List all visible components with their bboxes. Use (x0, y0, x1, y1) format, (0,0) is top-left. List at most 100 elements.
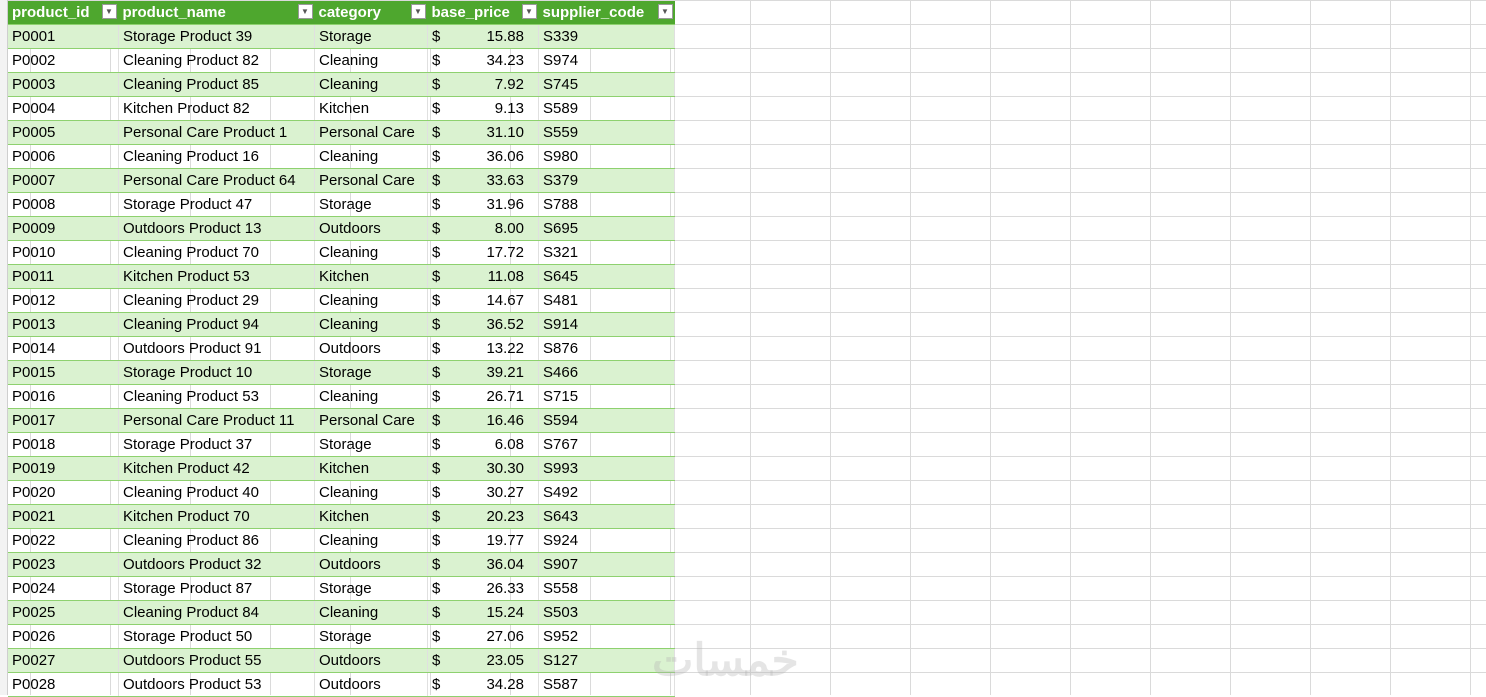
filter-dropdown-icon[interactable]: ▼ (410, 4, 426, 19)
cell-supplier_code[interactable]: S558 (538, 576, 675, 601)
cell-product_name[interactable]: Kitchen Product 82 (118, 96, 315, 121)
cell-base_price[interactable]: $17.72 (427, 240, 539, 265)
cell-product_name[interactable]: Cleaning Product 29 (118, 288, 315, 313)
cell-category[interactable]: Cleaning (314, 72, 428, 97)
cell-category[interactable]: Cleaning (314, 480, 428, 505)
cell-supplier_code[interactable]: S695 (538, 216, 675, 241)
cell-base_price[interactable]: $19.77 (427, 528, 539, 553)
cell-base_price[interactable]: $8.00 (427, 216, 539, 241)
cell-category[interactable]: Cleaning (314, 144, 428, 169)
cell-category[interactable]: Cleaning (314, 288, 428, 313)
cell-supplier_code[interactable]: S379 (538, 168, 675, 193)
cell-product_name[interactable]: Storage Product 10 (118, 360, 315, 385)
cell-product_name[interactable]: Cleaning Product 16 (118, 144, 315, 169)
cell-supplier_code[interactable]: S914 (538, 312, 675, 337)
cell-product_name[interactable]: Cleaning Product 85 (118, 72, 315, 97)
filter-dropdown-icon[interactable]: ▼ (657, 4, 673, 19)
cell-product_id[interactable]: P0026 (8, 624, 119, 649)
cell-supplier_code[interactable]: S767 (538, 432, 675, 457)
cell-product_id[interactable]: P0028 (8, 672, 119, 697)
cell-category[interactable]: Storage (314, 192, 428, 217)
cell-product_id[interactable]: P0015 (8, 360, 119, 385)
cell-product_id[interactable]: P0027 (8, 648, 119, 673)
cell-base_price[interactable]: $26.33 (427, 576, 539, 601)
cell-supplier_code[interactable]: S980 (538, 144, 675, 169)
cell-product_id[interactable]: P0001 (8, 24, 119, 49)
cell-category[interactable]: Personal Care (314, 168, 428, 193)
cell-product_name[interactable]: Outdoors Product 13 (118, 216, 315, 241)
cell-category[interactable]: Outdoors (314, 672, 428, 697)
cell-base_price[interactable]: $36.04 (427, 552, 539, 577)
cell-base_price[interactable]: $15.24 (427, 600, 539, 625)
cell-supplier_code[interactable]: S643 (538, 504, 675, 529)
cell-product_id[interactable]: P0013 (8, 312, 119, 337)
cell-category[interactable]: Cleaning (314, 384, 428, 409)
cell-base_price[interactable]: $30.27 (427, 480, 539, 505)
cell-base_price[interactable]: $34.28 (427, 672, 539, 697)
cell-category[interactable]: Storage (314, 576, 428, 601)
cell-product_name[interactable]: Cleaning Product 40 (118, 480, 315, 505)
cell-supplier_code[interactable]: S339 (538, 24, 675, 49)
cell-base_price[interactable]: $11.08 (427, 264, 539, 289)
cell-category[interactable]: Cleaning (314, 528, 428, 553)
cell-supplier_code[interactable]: S952 (538, 624, 675, 649)
cell-product_name[interactable]: Kitchen Product 70 (118, 504, 315, 529)
cell-supplier_code[interactable]: S127 (538, 648, 675, 673)
cell-supplier_code[interactable]: S594 (538, 408, 675, 433)
cell-category[interactable]: Cleaning (314, 600, 428, 625)
filter-dropdown-icon[interactable]: ▼ (101, 4, 117, 19)
cell-base_price[interactable]: $6.08 (427, 432, 539, 457)
cell-base_price[interactable]: $33.63 (427, 168, 539, 193)
cell-supplier_code[interactable]: S481 (538, 288, 675, 313)
cell-category[interactable]: Kitchen (314, 456, 428, 481)
cell-product_id[interactable]: P0002 (8, 48, 119, 73)
cell-supplier_code[interactable]: S788 (538, 192, 675, 217)
cell-product_id[interactable]: P0025 (8, 600, 119, 625)
cell-category[interactable]: Outdoors (314, 216, 428, 241)
cell-product_id[interactable]: P0019 (8, 456, 119, 481)
column-header-product_name[interactable]: product_name ▼ (118, 1, 315, 25)
cell-base_price[interactable]: $27.06 (427, 624, 539, 649)
cell-category[interactable]: Cleaning (314, 48, 428, 73)
cell-supplier_code[interactable]: S907 (538, 552, 675, 577)
cell-supplier_code[interactable]: S993 (538, 456, 675, 481)
cell-product_name[interactable]: Cleaning Product 82 (118, 48, 315, 73)
cell-product_name[interactable]: Kitchen Product 53 (118, 264, 315, 289)
cell-product_name[interactable]: Personal Care Product 11 (118, 408, 315, 433)
cell-base_price[interactable]: $14.67 (427, 288, 539, 313)
cell-product_name[interactable]: Kitchen Product 42 (118, 456, 315, 481)
cell-category[interactable]: Cleaning (314, 240, 428, 265)
cell-product_id[interactable]: P0021 (8, 504, 119, 529)
cell-product_name[interactable]: Cleaning Product 53 (118, 384, 315, 409)
cell-base_price[interactable]: $20.23 (427, 504, 539, 529)
cell-product_name[interactable]: Cleaning Product 84 (118, 600, 315, 625)
cell-base_price[interactable]: $36.06 (427, 144, 539, 169)
cell-product_id[interactable]: P0012 (8, 288, 119, 313)
cell-category[interactable]: Kitchen (314, 264, 428, 289)
cell-category[interactable]: Personal Care (314, 120, 428, 145)
cell-product_name[interactable]: Cleaning Product 94 (118, 312, 315, 337)
cell-supplier_code[interactable]: S876 (538, 336, 675, 361)
cell-supplier_code[interactable]: S745 (538, 72, 675, 97)
cell-category[interactable]: Kitchen (314, 96, 428, 121)
cell-base_price[interactable]: $26.71 (427, 384, 539, 409)
cell-product_id[interactable]: P0003 (8, 72, 119, 97)
cell-base_price[interactable]: $39.21 (427, 360, 539, 385)
cell-product_id[interactable]: P0014 (8, 336, 119, 361)
cell-supplier_code[interactable]: S924 (538, 528, 675, 553)
cell-supplier_code[interactable]: S587 (538, 672, 675, 697)
cell-supplier_code[interactable]: S466 (538, 360, 675, 385)
cell-product_id[interactable]: P0011 (8, 264, 119, 289)
cell-supplier_code[interactable]: S589 (538, 96, 675, 121)
cell-category[interactable]: Outdoors (314, 336, 428, 361)
cell-product_id[interactable]: P0005 (8, 120, 119, 145)
cell-product_id[interactable]: P0024 (8, 576, 119, 601)
cell-base_price[interactable]: $36.52 (427, 312, 539, 337)
cell-product_name[interactable]: Personal Care Product 1 (118, 120, 315, 145)
cell-product_id[interactable]: P0020 (8, 480, 119, 505)
cell-base_price[interactable]: $31.96 (427, 192, 539, 217)
cell-category[interactable]: Personal Care (314, 408, 428, 433)
cell-category[interactable]: Outdoors (314, 648, 428, 673)
cell-supplier_code[interactable]: S974 (538, 48, 675, 73)
cell-category[interactable]: Kitchen (314, 504, 428, 529)
